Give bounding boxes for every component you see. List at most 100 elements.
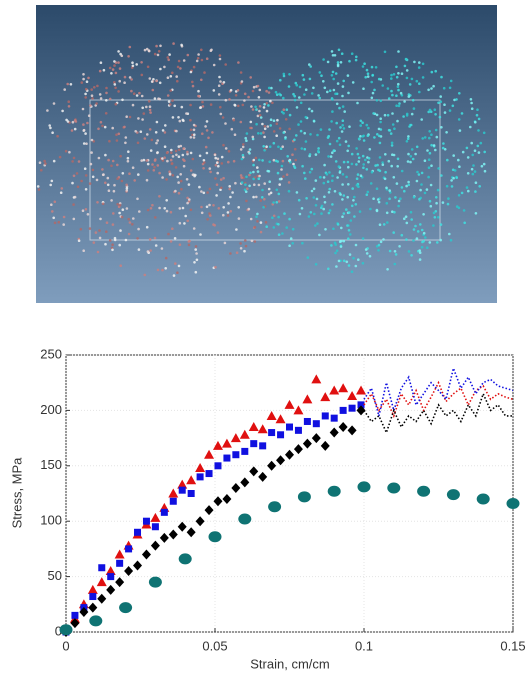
atom (202, 167, 205, 170)
square-marker (330, 414, 338, 422)
atom (171, 99, 174, 102)
atom (474, 120, 477, 124)
atom (89, 162, 93, 166)
atom (147, 49, 151, 52)
atom (137, 248, 141, 251)
atom (71, 120, 75, 124)
ellipse-marker (327, 485, 341, 497)
atom (77, 160, 81, 163)
atom (58, 155, 62, 159)
atom (334, 92, 337, 96)
atom (216, 171, 219, 175)
atom (351, 187, 355, 190)
atom (310, 189, 314, 193)
atom (253, 225, 257, 229)
atom (331, 70, 335, 74)
atom (220, 155, 224, 159)
atom (339, 126, 342, 129)
atom (352, 256, 355, 260)
atom (257, 177, 261, 180)
atom (132, 217, 135, 220)
atom (269, 191, 273, 195)
atom (308, 107, 311, 111)
atom (364, 75, 368, 79)
atom (370, 170, 374, 174)
atom (174, 149, 178, 153)
atom (247, 207, 251, 211)
atom (330, 74, 334, 77)
atom (242, 143, 245, 146)
atom (331, 110, 334, 113)
atom (367, 160, 370, 164)
diamond-marker (240, 477, 250, 488)
atom (428, 199, 432, 203)
atom (278, 183, 282, 186)
atom (168, 173, 172, 176)
atom (259, 116, 263, 119)
atom (254, 105, 257, 109)
atom (214, 177, 217, 180)
diamond-marker (222, 494, 232, 505)
atom (178, 207, 182, 210)
atom (208, 187, 212, 191)
atom (52, 216, 55, 220)
triangle-marker (248, 422, 259, 432)
atom (452, 176, 455, 180)
atom (64, 149, 68, 153)
atom (328, 209, 332, 212)
atom (355, 184, 359, 187)
atom (85, 87, 88, 91)
atom (179, 144, 183, 148)
atom (327, 191, 331, 194)
atom (395, 94, 398, 97)
atom (336, 61, 340, 64)
atom (138, 210, 141, 213)
atom (271, 216, 274, 219)
atom (409, 155, 413, 158)
atom (361, 261, 365, 265)
atom (84, 92, 87, 96)
atom (289, 237, 293, 240)
atom (188, 239, 191, 243)
atom (395, 75, 399, 79)
atom (383, 50, 387, 54)
atom (174, 262, 177, 265)
atom (252, 170, 255, 174)
atom (292, 165, 296, 168)
atom (340, 130, 344, 133)
atom (99, 120, 103, 124)
atom (407, 250, 411, 253)
atom (423, 191, 427, 195)
atom (250, 239, 254, 243)
atom (319, 128, 323, 131)
atom (407, 180, 410, 184)
atom (205, 205, 209, 209)
atom (191, 80, 194, 84)
atom (227, 160, 230, 164)
atom (342, 212, 346, 215)
square-marker (205, 470, 213, 478)
atom (305, 197, 308, 200)
atom (479, 141, 483, 145)
triangle-marker (320, 392, 331, 402)
atom (394, 253, 398, 256)
atom (397, 50, 400, 53)
atom (332, 227, 335, 231)
atom (272, 201, 275, 204)
atom (376, 163, 379, 167)
atom (175, 75, 178, 78)
atom (205, 120, 209, 123)
atom (299, 120, 303, 123)
atom (108, 97, 112, 101)
square-marker (321, 412, 329, 420)
atom (307, 215, 311, 218)
atom (364, 248, 368, 251)
atom (328, 171, 331, 174)
atom (114, 71, 118, 75)
atom (258, 113, 262, 117)
atom (330, 120, 333, 123)
atom (275, 93, 279, 96)
atom (427, 166, 431, 169)
atom (67, 100, 70, 103)
atom (241, 103, 245, 107)
